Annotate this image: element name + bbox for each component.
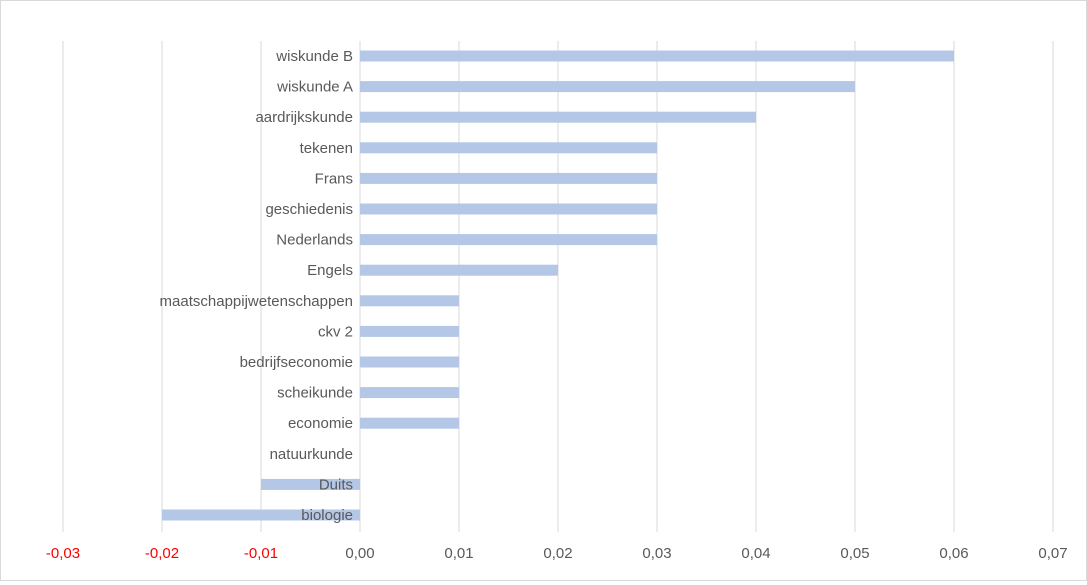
category-label: economie — [288, 415, 353, 432]
x-tick-label: 0,06 — [939, 545, 968, 562]
bar — [261, 478, 360, 490]
category-label: wiskunde A — [276, 79, 353, 96]
bar — [360, 356, 459, 368]
category-labels: wiskunde B wiskunde A aardrijkskunde tekene… — [160, 48, 353, 524]
category-label: scheikunde — [277, 385, 353, 402]
x-tick-label: 0,07 — [1038, 545, 1067, 562]
category-label: geschiedenis — [265, 201, 353, 218]
category-label: maatschappijwetenschappen — [160, 293, 353, 310]
x-tick-label: 0,00 — [345, 545, 374, 562]
category-label: ckv 2 — [318, 323, 353, 340]
bar — [360, 50, 954, 62]
bar — [360, 234, 657, 246]
x-tick-label: -0,01 — [244, 545, 278, 562]
category-label: bedrijfseconomie — [240, 354, 353, 371]
x-tick-label: 0,03 — [642, 545, 671, 562]
bar — [162, 509, 360, 521]
bar — [360, 264, 558, 276]
category-label: natuurkunde — [270, 446, 353, 463]
category-label: Nederlands — [276, 232, 353, 249]
category-label: Frans — [315, 170, 353, 187]
bar — [360, 417, 459, 429]
category-label: biologie — [301, 507, 353, 524]
x-tick-label: -0,02 — [145, 545, 179, 562]
bar — [360, 172, 657, 184]
bar — [360, 81, 855, 93]
category-label: aardrijkskunde — [255, 109, 353, 126]
bars — [162, 50, 954, 521]
x-tick-label: -0,03 — [46, 545, 80, 562]
gridlines — [62, 41, 1054, 532]
x-tick-label: 0,05 — [840, 545, 869, 562]
bar — [360, 295, 459, 307]
category-label: Duits — [319, 476, 353, 493]
x-axis-tick-labels: -0,03 -0,02 -0,01 0,00 0,01 0,02 0,03 0,04 0,05 0… — [46, 545, 1068, 562]
bar — [360, 387, 459, 399]
bar — [360, 111, 756, 123]
category-label: tekenen — [300, 140, 353, 157]
category-label: Engels — [307, 262, 353, 279]
bar — [360, 203, 657, 215]
bar — [360, 325, 459, 337]
bar — [360, 142, 657, 154]
x-tick-label: 0,04 — [741, 545, 770, 562]
x-tick-label: 0,02 — [543, 545, 572, 562]
x-tick-label: 0,01 — [444, 545, 473, 562]
category-label: wiskunde B — [275, 48, 353, 65]
